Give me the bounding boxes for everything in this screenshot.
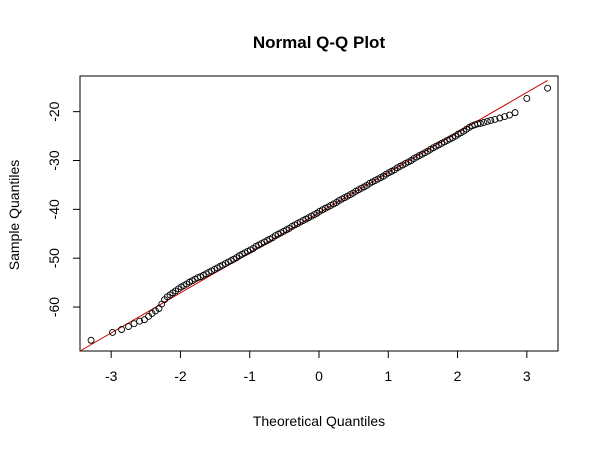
x-tick-label: -2 [174,368,187,384]
data-point [476,119,484,127]
y-tick-label: -50 [46,248,62,268]
x-tick-label: 3 [523,368,531,384]
data-point [118,326,126,333]
data-point [496,114,504,122]
data-point [491,116,499,123]
data-point [125,323,132,331]
data-point [487,116,495,124]
y-tick-label: -30 [46,150,62,170]
y-tick-label: -60 [46,297,62,317]
data-point [506,111,513,119]
x-tick-label: 1 [384,368,392,384]
x-tick-label: 0 [315,368,323,384]
data-point [87,336,95,344]
data-point [544,84,552,92]
data-point [140,316,148,324]
data-point [523,95,531,102]
data-point [152,307,159,315]
data-point [474,120,482,128]
y-tick-label: -40 [46,199,62,219]
plot-area [79,79,552,352]
y-axis: -60 -50 -40 -30 -20 [46,101,81,317]
data-point [480,118,488,126]
x-axis-label: Theoretical Quantiles [253,413,385,429]
data-point [148,309,156,317]
chart-title: Normal Q-Q Plot [253,33,386,52]
data-point [130,320,138,328]
data-point [501,113,509,120]
data-points [87,84,552,344]
data-point [483,117,491,125]
y-axis-label: Sample Quantiles [6,160,22,271]
data-point [136,317,144,325]
x-tick-label: -3 [105,368,118,384]
data-point [511,109,519,117]
x-tick-label: -1 [243,368,256,384]
data-point [109,328,117,336]
x-tick-label: 2 [454,368,462,384]
x-axis: -3 -2 -1 0 1 2 3 [105,350,531,384]
y-tick-label: -20 [46,101,62,121]
